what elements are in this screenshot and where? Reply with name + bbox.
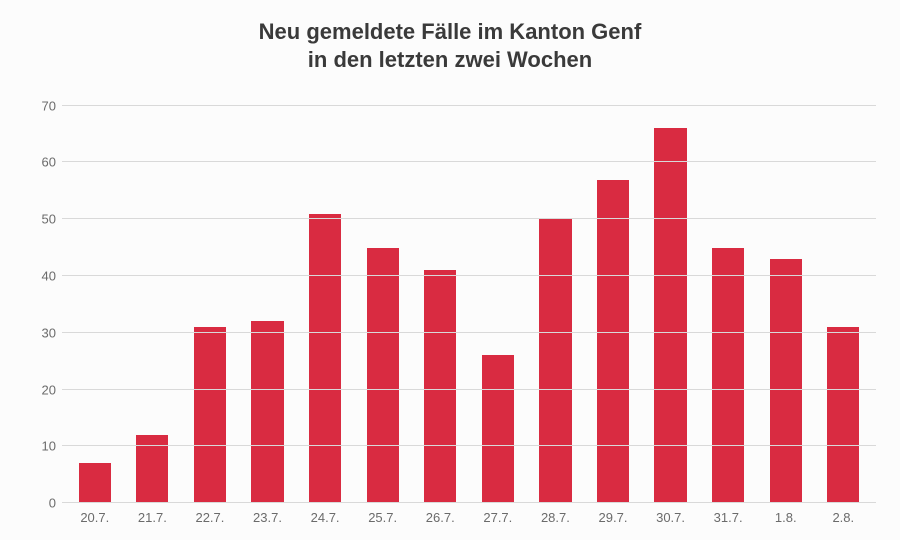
x-axis-label: 21.7.: [138, 510, 167, 525]
bar: [654, 128, 686, 503]
x-axis-label: 30.7.: [656, 510, 685, 525]
bar: [597, 180, 629, 504]
bar: [251, 321, 283, 503]
x-axis-label: 25.7.: [368, 510, 397, 525]
bar-slot: 2.8.: [815, 83, 873, 503]
bar-slot: 28.7.: [527, 83, 585, 503]
chart-title-line-1: Neu gemeldete Fälle im Kanton Genf: [259, 19, 642, 44]
bar-slot: 27.7.: [469, 83, 527, 503]
x-axis-label: 1.8.: [775, 510, 797, 525]
bar: [309, 214, 341, 503]
bar-slot: 23.7.: [239, 83, 297, 503]
y-axis-label: 70: [42, 98, 56, 113]
bar: [79, 463, 111, 503]
x-axis-label: 29.7.: [599, 510, 628, 525]
y-axis-label: 50: [42, 212, 56, 227]
bar-slot: 29.7.: [584, 83, 642, 503]
bar-slot: 21.7.: [124, 83, 182, 503]
bar: [539, 219, 571, 503]
bar: [770, 259, 802, 503]
bar: [424, 270, 456, 503]
x-axis-label: 24.7.: [311, 510, 340, 525]
gridline: [62, 389, 876, 390]
chart-title-line-2: in den letzten zwei Wochen: [308, 47, 592, 72]
bar: [827, 327, 859, 503]
gridline: [62, 161, 876, 162]
bar-slot: 31.7.: [699, 83, 757, 503]
y-axis-label: 20: [42, 382, 56, 397]
bar: [367, 248, 399, 503]
bar-slot: 22.7.: [181, 83, 239, 503]
gridline: [62, 275, 876, 276]
gridline: [62, 218, 876, 219]
plot-area: 20.7.21.7.22.7.23.7.24.7.25.7.26.7.27.7.…: [62, 83, 876, 503]
x-axis-label: 26.7.: [426, 510, 455, 525]
bar-group: 20.7.21.7.22.7.23.7.24.7.25.7.26.7.27.7.…: [62, 83, 876, 503]
x-axis-label: 28.7.: [541, 510, 570, 525]
x-axis-label: 27.7.: [483, 510, 512, 525]
gridline: [62, 332, 876, 333]
gridline: [62, 445, 876, 446]
x-axis-label: 31.7.: [714, 510, 743, 525]
y-axis-label: 0: [49, 496, 56, 511]
bar: [194, 327, 226, 503]
chart-container: Neu gemeldete Fälle im Kanton Genf in de…: [0, 0, 900, 540]
bar-slot: 26.7.: [411, 83, 469, 503]
bar-slot: 30.7.: [642, 83, 700, 503]
x-axis-label: 22.7.: [195, 510, 224, 525]
y-axis-label: 60: [42, 155, 56, 170]
x-axis-label: 2.8.: [832, 510, 854, 525]
bar-slot: 24.7.: [296, 83, 354, 503]
bar-slot: 20.7.: [66, 83, 124, 503]
x-axis-label: 23.7.: [253, 510, 282, 525]
gridline: [62, 105, 876, 106]
y-axis-label: 40: [42, 268, 56, 283]
y-axis-label: 10: [42, 439, 56, 454]
bar-slot: 1.8.: [757, 83, 815, 503]
bar: [482, 355, 514, 503]
gridline: [62, 502, 876, 503]
y-axis-label: 30: [42, 325, 56, 340]
chart-title: Neu gemeldete Fälle im Kanton Genf in de…: [24, 18, 876, 73]
x-axis-label: 20.7.: [80, 510, 109, 525]
bar-slot: 25.7.: [354, 83, 412, 503]
bar: [712, 248, 744, 503]
